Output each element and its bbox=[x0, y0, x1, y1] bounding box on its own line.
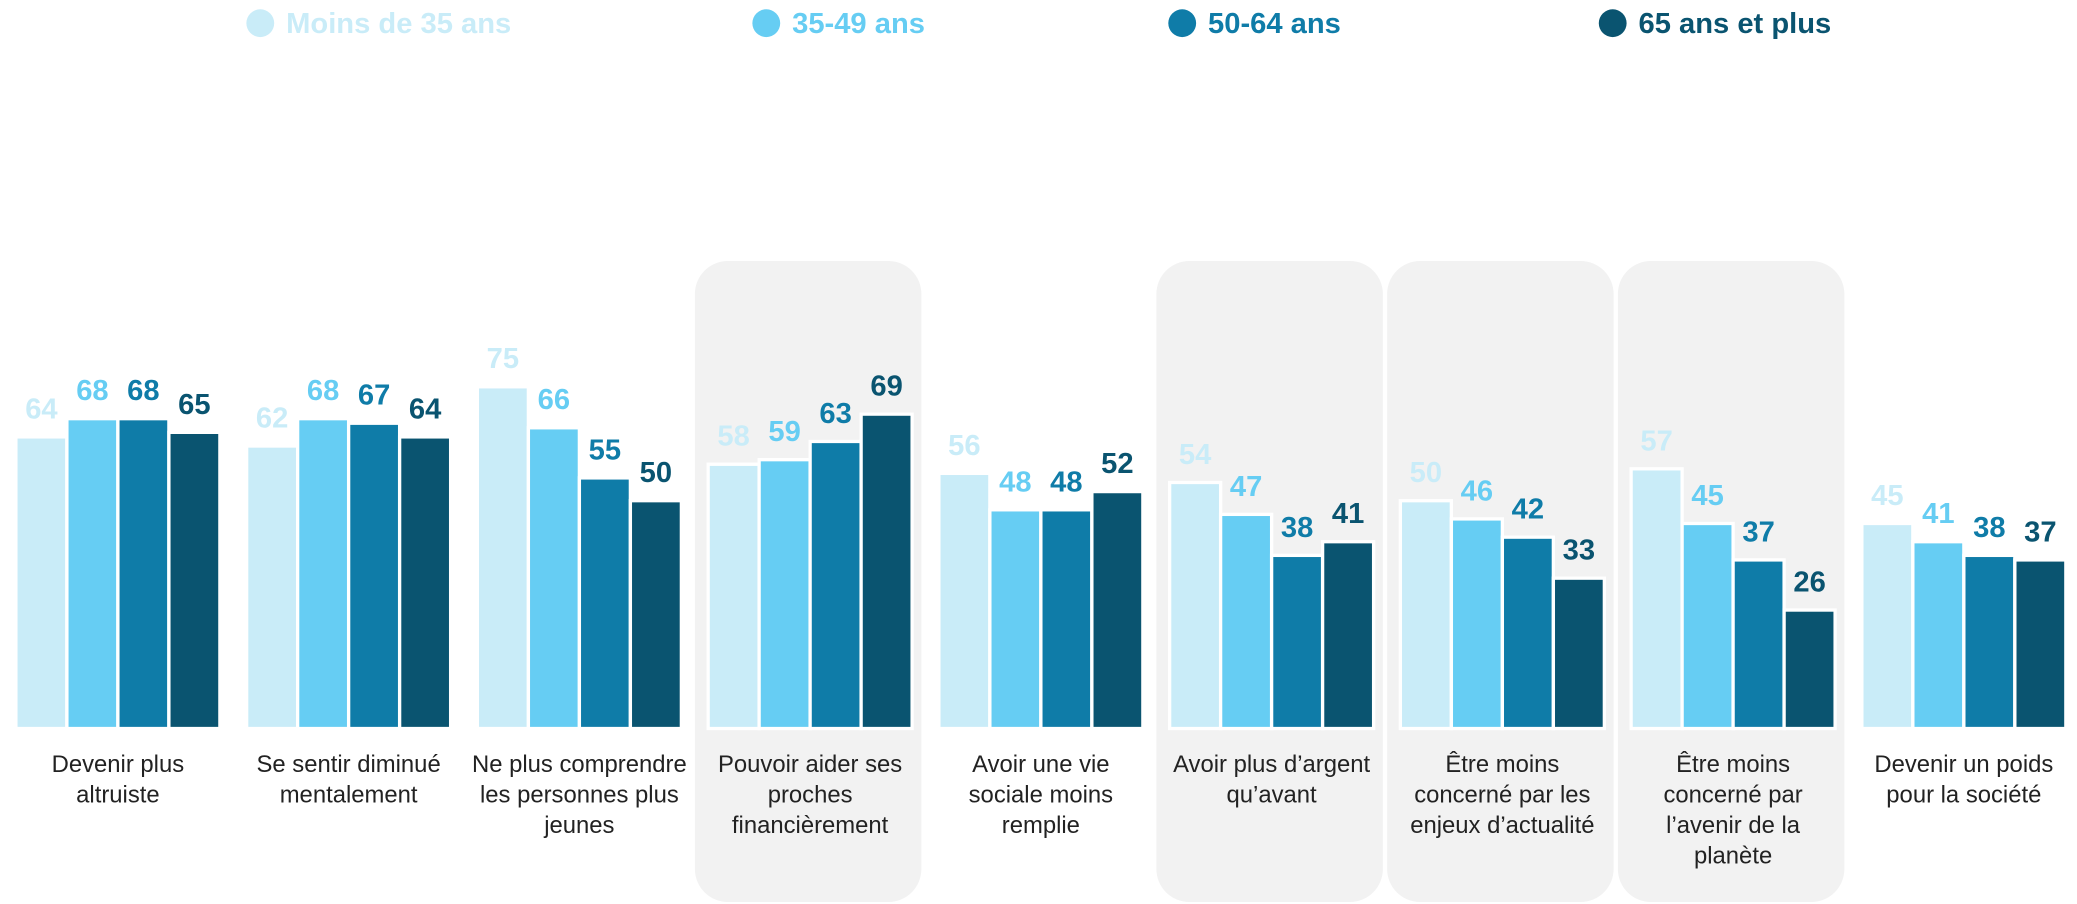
category-label: Devenir un poids pour la société bbox=[1874, 751, 2054, 809]
category-label: Être moins concerné par l’avenir de la p… bbox=[1663, 751, 1803, 869]
value-label: 54 bbox=[1179, 439, 1212, 471]
bar bbox=[937, 471, 992, 731]
legend-label: Moins de 35 ans bbox=[286, 6, 512, 40]
value-label: 63 bbox=[819, 398, 851, 430]
value-label: 50 bbox=[640, 457, 672, 489]
bar bbox=[1449, 517, 1505, 731]
bar bbox=[1731, 558, 1786, 731]
bar bbox=[1500, 535, 1556, 731]
legend-marker bbox=[246, 9, 275, 38]
value-label: 68 bbox=[76, 375, 108, 407]
bar bbox=[988, 508, 1043, 731]
value-label: 59 bbox=[768, 416, 800, 448]
bar bbox=[859, 412, 914, 731]
bar bbox=[1680, 521, 1735, 731]
value-label: 38 bbox=[1973, 512, 2005, 544]
bar bbox=[116, 417, 171, 731]
bar bbox=[1090, 489, 1145, 731]
category-label: Avoir plus d’argent qu’avant bbox=[1173, 751, 1371, 809]
bar bbox=[2013, 558, 2068, 731]
bar bbox=[628, 499, 684, 731]
category-label: Se sentir diminué mentalement bbox=[256, 751, 441, 809]
value-label: 56 bbox=[948, 430, 980, 462]
value-label: 38 bbox=[1281, 512, 1313, 544]
value-label: 58 bbox=[717, 421, 749, 453]
bar bbox=[1962, 553, 2017, 731]
value-label: 26 bbox=[1793, 567, 1825, 599]
bar bbox=[577, 476, 633, 731]
value-label: 45 bbox=[1871, 480, 1903, 512]
category-label: Être moins concerné par les enjeux d’act… bbox=[1410, 751, 1595, 839]
bar bbox=[1860, 521, 1915, 731]
bar bbox=[1398, 499, 1454, 731]
bar bbox=[1218, 512, 1274, 731]
value-label: 62 bbox=[256, 402, 288, 434]
bar bbox=[757, 458, 812, 731]
bar bbox=[1320, 540, 1376, 731]
value-label: 46 bbox=[1461, 475, 1493, 507]
value-label: 47 bbox=[1230, 471, 1262, 503]
category-label: Avoir une vie sociale moins remplie bbox=[968, 751, 1114, 839]
value-label: 48 bbox=[1050, 466, 1082, 498]
value-label: 41 bbox=[1332, 498, 1364, 530]
legend-label: 50-64 ans bbox=[1208, 6, 1341, 40]
bar bbox=[1167, 480, 1223, 731]
value-label: 67 bbox=[358, 380, 390, 412]
bar bbox=[295, 417, 351, 731]
value-label: 33 bbox=[1563, 535, 1595, 567]
value-label: 37 bbox=[2024, 516, 2056, 548]
bar bbox=[1551, 576, 1607, 731]
bar bbox=[1629, 467, 1684, 731]
bar bbox=[346, 421, 402, 731]
bar bbox=[475, 385, 531, 731]
bar bbox=[397, 435, 453, 731]
bar bbox=[1039, 508, 1094, 731]
bar bbox=[1269, 553, 1325, 731]
bar bbox=[808, 439, 863, 731]
bar bbox=[167, 430, 222, 731]
value-label: 69 bbox=[870, 371, 902, 403]
value-label: 55 bbox=[589, 434, 621, 466]
legend-label: 35-49 ans bbox=[792, 6, 925, 40]
category-label: Ne plus comprendre les personnes plus je… bbox=[472, 751, 687, 839]
bar bbox=[244, 444, 300, 731]
value-label: 75 bbox=[487, 343, 519, 375]
value-label: 64 bbox=[25, 393, 58, 425]
bar bbox=[1782, 608, 1837, 731]
value-label: 42 bbox=[1512, 494, 1544, 526]
value-label: 64 bbox=[409, 393, 442, 425]
value-label: 48 bbox=[999, 466, 1031, 498]
category-label: Pouvoir aider ses proches financièrement bbox=[717, 751, 903, 839]
bar bbox=[706, 462, 761, 731]
value-label: 50 bbox=[1410, 457, 1442, 489]
bar bbox=[14, 435, 69, 731]
value-label: 68 bbox=[307, 375, 339, 407]
bar bbox=[526, 426, 582, 731]
legend-marker bbox=[752, 9, 781, 38]
legend-marker bbox=[1598, 9, 1627, 38]
value-label: 52 bbox=[1101, 448, 1133, 480]
legend-marker bbox=[1168, 9, 1197, 38]
value-label: 41 bbox=[1922, 498, 1954, 530]
value-label: 45 bbox=[1691, 480, 1723, 512]
value-label: 57 bbox=[1640, 425, 1672, 457]
bar bbox=[65, 417, 120, 731]
category-label: Devenir plus altruiste bbox=[51, 751, 185, 809]
bar bbox=[1911, 540, 1966, 731]
value-label: 37 bbox=[1742, 516, 1774, 548]
value-label: 68 bbox=[127, 375, 159, 407]
legend-label: 65 ans et plus bbox=[1638, 6, 1832, 40]
value-label: 65 bbox=[178, 389, 210, 421]
value-label: 66 bbox=[538, 384, 570, 416]
